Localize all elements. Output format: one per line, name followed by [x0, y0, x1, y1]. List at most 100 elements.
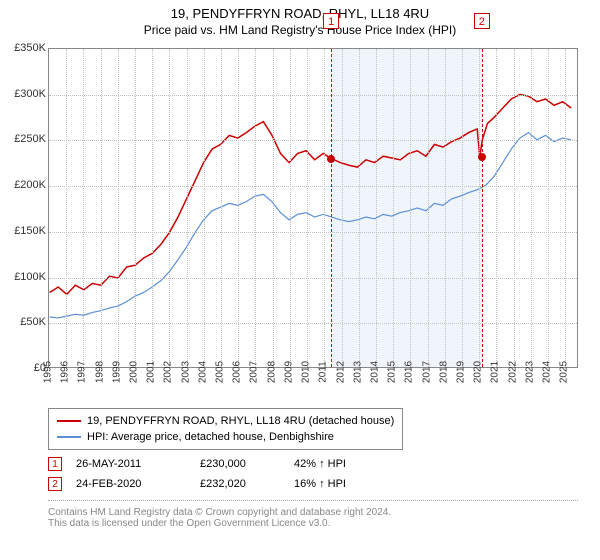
gridline-v — [238, 49, 239, 367]
y-tick-label: £100K — [2, 271, 46, 283]
sale-marker-line — [331, 49, 332, 367]
legend-swatch — [57, 436, 81, 438]
gridline-h — [49, 232, 577, 233]
gridline-h — [49, 140, 577, 141]
y-tick-label: £150K — [2, 225, 46, 237]
footnote-line2: This data is licensed under the Open Gov… — [48, 518, 578, 529]
gridline-h — [49, 323, 577, 324]
gridline-v — [565, 49, 566, 367]
gridline-v — [101, 49, 102, 367]
gridline-v — [548, 49, 549, 367]
gridline-v — [531, 49, 532, 367]
x-tick-label: 2020 — [473, 361, 484, 383]
x-tick-label: 2017 — [421, 361, 432, 383]
gridline-v — [496, 49, 497, 367]
chart-title: 19, PENDYFFRYN ROAD, RHYL, LL18 4RU — [0, 0, 600, 21]
x-tick-label: 2002 — [163, 361, 174, 383]
sale-marker-label: 1 — [323, 13, 339, 29]
gridline-v — [152, 49, 153, 367]
x-tick-label: 2025 — [559, 361, 570, 383]
x-tick-label: 2010 — [301, 361, 312, 383]
x-tick-label: 2015 — [387, 361, 398, 383]
gridline-v — [221, 49, 222, 367]
x-tick-label: 2011 — [318, 361, 329, 383]
sale-row: 126-MAY-2011£230,00042% ↑ HPI — [48, 454, 384, 474]
x-tick-label: 2006 — [232, 361, 243, 383]
y-tick-label: £350K — [2, 42, 46, 54]
legend-label: HPI: Average price, detached house, Denb… — [87, 431, 334, 443]
x-tick-label: 2014 — [369, 361, 380, 383]
gridline-v — [376, 49, 377, 367]
gridline-v — [462, 49, 463, 367]
legend: 19, PENDYFFRYN ROAD, RHYL, LL18 4RU (det… — [48, 408, 403, 450]
x-tick-label: 2012 — [335, 361, 346, 383]
gridline-v — [83, 49, 84, 367]
legend-item: HPI: Average price, detached house, Denb… — [57, 429, 394, 445]
gridline-h — [49, 95, 577, 96]
gridline-v — [445, 49, 446, 367]
gridline-v — [359, 49, 360, 367]
sale-marker-line — [482, 49, 483, 367]
gridline-v — [118, 49, 119, 367]
y-tick-label: £300K — [2, 88, 46, 100]
y-tick-label: £200K — [2, 179, 46, 191]
gridline-v — [410, 49, 411, 367]
plot-area: 12 — [48, 48, 578, 368]
legend-label: 19, PENDYFFRYN ROAD, RHYL, LL18 4RU (det… — [87, 415, 394, 427]
gridline-v — [290, 49, 291, 367]
gridline-v — [393, 49, 394, 367]
legend-swatch — [57, 420, 81, 422]
gridline-v — [204, 49, 205, 367]
sale-pct: 16% ↑ HPI — [294, 478, 384, 490]
x-tick-label: 2023 — [524, 361, 535, 383]
gridline-v — [324, 49, 325, 367]
y-tick-label: £50K — [2, 316, 46, 328]
x-tick-label: 2018 — [438, 361, 449, 383]
sale-marker-label: 2 — [474, 13, 490, 29]
gridline-v — [479, 49, 480, 367]
sale-marker-dot — [478, 153, 486, 161]
x-tick-label: 2001 — [146, 361, 157, 383]
sale-price: £230,000 — [200, 458, 280, 470]
x-tick-label: 2009 — [283, 361, 294, 383]
sale-date: 26-MAY-2011 — [76, 458, 186, 470]
x-tick-label: 2021 — [490, 361, 501, 383]
sale-price: £232,020 — [200, 478, 280, 490]
x-tick-label: 2022 — [507, 361, 518, 383]
series-line — [50, 133, 572, 318]
x-tick-label: 2003 — [180, 361, 191, 383]
legend-item: 19, PENDYFFRYN ROAD, RHYL, LL18 4RU (det… — [57, 413, 394, 429]
x-tick-label: 2024 — [542, 361, 553, 383]
x-tick-label: 2004 — [197, 361, 208, 383]
x-tick-label: 1997 — [77, 361, 88, 383]
gridline-v — [514, 49, 515, 367]
x-tick-label: 2000 — [129, 361, 140, 383]
x-tick-label: 1998 — [94, 361, 105, 383]
gridline-h — [49, 186, 577, 187]
x-tick-label: 2007 — [249, 361, 260, 383]
x-tick-label: 2013 — [352, 361, 363, 383]
sale-pct: 42% ↑ HPI — [294, 458, 384, 470]
x-tick-label: 1999 — [111, 361, 122, 383]
series-line — [50, 94, 572, 294]
gridline-v — [255, 49, 256, 367]
gridline-v — [307, 49, 308, 367]
sale-num: 2 — [48, 477, 62, 491]
gridline-v — [342, 49, 343, 367]
x-tick-label: 2005 — [215, 361, 226, 383]
chart-subtitle: Price paid vs. HM Land Registry's House … — [0, 21, 600, 41]
chart-lines — [49, 49, 577, 367]
gridline-h — [49, 278, 577, 279]
x-tick-label: 1996 — [60, 361, 71, 383]
gridline-v — [273, 49, 274, 367]
gridline-v — [428, 49, 429, 367]
gridline-v — [66, 49, 67, 367]
sale-row: 2 24-FEB-2020 £232,020 16% ↑ HPI — [48, 474, 384, 494]
sales-table: 126-MAY-2011£230,00042% ↑ HPI224-FEB-202… — [48, 454, 384, 494]
gridline-v — [187, 49, 188, 367]
gridline-v — [169, 49, 170, 367]
sale-date: 24-FEB-2020 — [76, 478, 186, 490]
y-tick-label: £250K — [2, 133, 46, 145]
x-tick-label: 2008 — [266, 361, 277, 383]
x-tick-label: 1995 — [43, 361, 54, 383]
